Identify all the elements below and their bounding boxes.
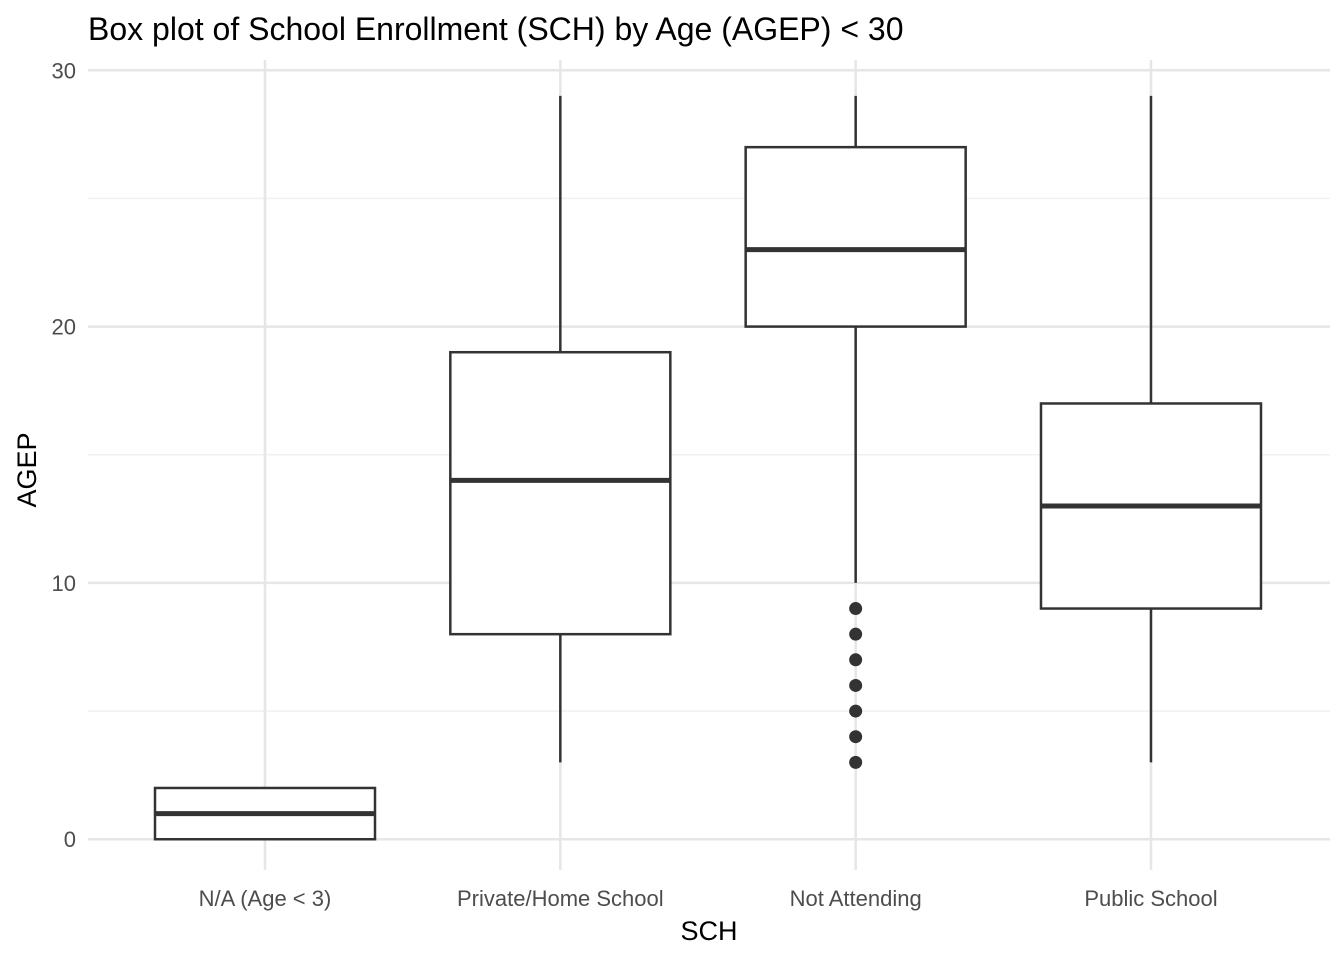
box-iqr [744, 145, 967, 328]
outlier-point [849, 602, 863, 616]
outlier-point [849, 704, 863, 718]
box-group [1039, 95, 1263, 763]
x-axis-ticks: N/A (Age < 3) Private/Home School Not Atte… [199, 886, 1218, 911]
box-group [153, 786, 377, 841]
outlier-point [849, 653, 863, 667]
y-axis-ticks: 0 10 20 30 [52, 58, 76, 852]
outlier-point [849, 678, 863, 692]
outlier-point [849, 755, 863, 769]
box-iqr [449, 350, 672, 636]
y-tick-label: 20 [52, 315, 76, 340]
x-axis-title: SCH [680, 916, 737, 946]
box-group [449, 95, 672, 763]
x-tick-label: N/A (Age < 3) [199, 886, 332, 911]
x-tick-label: Private/Home School [457, 886, 664, 911]
x-tick-label: Public School [1084, 886, 1217, 911]
outlier-point [849, 730, 863, 744]
y-tick-label: 10 [52, 571, 76, 596]
box-group [744, 95, 967, 769]
y-axis-title: AGEP [12, 432, 42, 507]
y-tick-label: 30 [52, 58, 76, 83]
y-tick-label: 0 [64, 827, 76, 852]
boxes [153, 95, 1263, 841]
outlier-point [849, 627, 863, 641]
x-tick-label: Not Attending [790, 886, 922, 911]
chart-title: Box plot of School Enrollment (SCH) by A… [88, 11, 903, 47]
